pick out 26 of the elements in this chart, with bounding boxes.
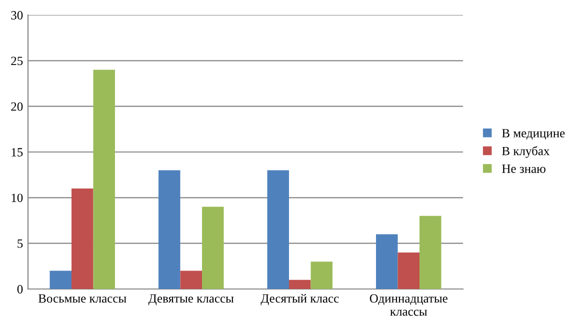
- bar: [202, 206, 224, 289]
- bar: [420, 216, 442, 289]
- y-tick-label: 15: [12, 148, 23, 156]
- y-tick-label: 5: [18, 239, 23, 248]
- bar: [72, 188, 94, 289]
- bar: [289, 280, 311, 289]
- y-tick-label: 0: [17, 285, 23, 294]
- x-tick-label: Девятые классы: [148, 294, 234, 306]
- bar: [376, 234, 398, 289]
- x-tick-label: Десятый класс: [260, 294, 339, 306]
- bar: [50, 270, 72, 289]
- bar: [93, 70, 115, 289]
- bar: [158, 170, 180, 289]
- legend-label: Не знаю: [502, 164, 546, 173]
- bar: [310, 262, 332, 289]
- x-tick-label: Одиннадцатые классы: [370, 294, 448, 316]
- legend-label: В медицине: [502, 129, 565, 140]
- legend-label: В клубах: [502, 146, 550, 158]
- y-tick-label: 20: [11, 102, 23, 111]
- y-tick-label: 30: [11, 11, 23, 20]
- bar: [180, 270, 202, 289]
- y-tick-label: 25: [11, 56, 23, 66]
- y-tick-label: 10: [12, 194, 23, 202]
- x-tick-label: Восьмые классы: [38, 294, 126, 303]
- bar: [267, 170, 289, 289]
- bar: [398, 252, 420, 289]
